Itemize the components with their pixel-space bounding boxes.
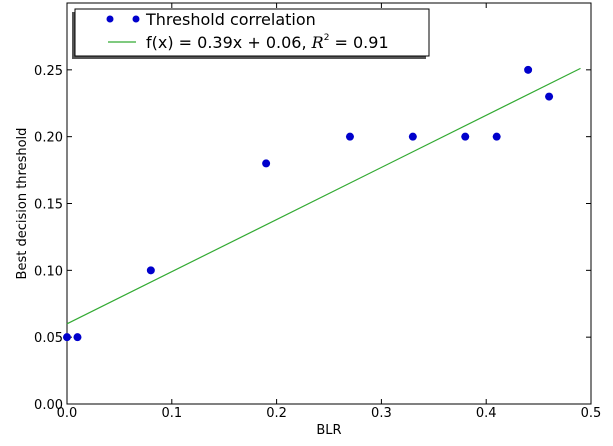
- legend-marker: [106, 15, 114, 23]
- fit-line: [66, 67, 581, 325]
- y-tick-label: 0.25: [34, 64, 63, 79]
- legend-fit-prefix: f(x) = 0.39x + 0.06,: [146, 33, 312, 52]
- points-layer: [63, 65, 554, 342]
- x-tick-label: 0.1: [161, 406, 182, 421]
- y-axis-ticks: 0.00 0.05 0.10 0.15 0.20 0.25: [34, 64, 591, 413]
- fit-line-layer: [66, 67, 581, 325]
- data-point: [63, 333, 71, 342]
- legend: Threshold correlation f(x) = 0.39x + 0.0…: [72, 8, 430, 59]
- x-axis-label: BLR: [316, 423, 341, 438]
- x-tick-label: 0.4: [476, 406, 497, 421]
- data-point: [524, 65, 533, 74]
- data-point: [545, 92, 554, 101]
- y-tick-label: 0.15: [34, 198, 63, 213]
- data-point: [262, 159, 271, 168]
- y-tick-label: 0.10: [34, 264, 63, 279]
- data-point: [345, 132, 354, 141]
- legend-marker: [132, 15, 140, 23]
- data-point: [461, 132, 470, 141]
- x-axis-ticks: 0.0 0.1 0.2 0.3 0.4 0.5: [57, 3, 602, 421]
- x-tick-label: 0.5: [581, 406, 602, 421]
- x-tick-label: 0.0: [57, 406, 78, 421]
- x-tick-label: 0.2: [266, 406, 287, 421]
- data-point: [492, 132, 501, 141]
- data-point: [73, 333, 82, 342]
- y-tick-label: 0.05: [34, 331, 63, 346]
- legend-fit-suffix: = 0.91: [329, 33, 388, 52]
- legend-label-fit-line: f(x) = 0.39x + 0.06, R2 = 0.91: [146, 33, 389, 52]
- y-tick-label: 0.00: [34, 398, 63, 413]
- legend-fit-r: R: [311, 33, 324, 52]
- y-tick-label: 0.20: [34, 131, 63, 146]
- legend-fit-superscript: 2: [324, 33, 330, 43]
- data-point: [408, 132, 417, 141]
- legend-label-threshold-correlation: Threshold correlation: [145, 10, 316, 29]
- data-point: [146, 266, 155, 275]
- plot-area: [66, 2, 592, 405]
- x-tick-label: 0.3: [371, 406, 392, 421]
- y-axis-label: Best decision threshold: [15, 128, 30, 280]
